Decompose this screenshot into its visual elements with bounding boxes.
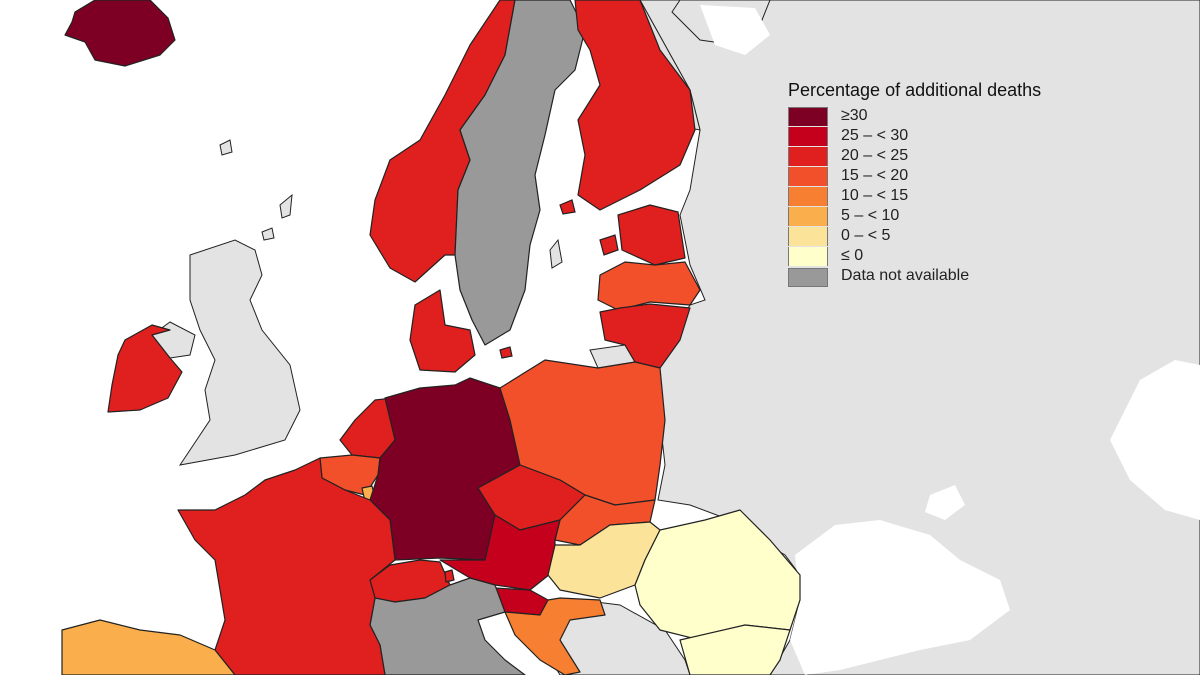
- legend-item: Data not available: [788, 266, 1108, 287]
- legend-swatch: [788, 106, 828, 126]
- country-denmark: [409, 289, 476, 373]
- country-bulgaria: [679, 624, 791, 675]
- shetland-islands: [279, 193, 293, 219]
- uk-land: [178, 239, 301, 466]
- legend-label: 0 – < 5: [841, 227, 891, 244]
- white-sea-gulf: [700, 5, 770, 55]
- legend-label: ≥30: [841, 107, 868, 124]
- country-ireland: [107, 324, 183, 413]
- country-liechtenstein: [444, 569, 455, 583]
- country-lithuania: [599, 303, 691, 369]
- sea-of-azov: [925, 485, 965, 520]
- country-iceland: [64, 0, 176, 67]
- country-france: [177, 457, 396, 675]
- legend-swatch: [788, 246, 828, 266]
- legend-label: 10 – < 15: [841, 187, 909, 204]
- legend-items: ≥30 25 – < 30 20 – < 25 15 – < 20 10 – < 15 5…: [788, 106, 1108, 287]
- country-latvia: [597, 261, 701, 311]
- caspian-sea: [1110, 360, 1200, 520]
- islands: [219, 139, 619, 359]
- orkney-islands: [261, 227, 275, 241]
- legend-label: 20 – < 25: [841, 147, 909, 164]
- country-finland: [574, 0, 696, 211]
- legend-label: 25 – < 30: [841, 127, 909, 144]
- legend-swatch: [788, 226, 828, 246]
- legend-swatch: [788, 268, 828, 287]
- legend-swatch: [788, 146, 828, 166]
- legend-label: 5 – < 10: [841, 207, 900, 224]
- legend-item: 5 – < 10: [788, 206, 1108, 226]
- country-sweden: [454, 0, 586, 346]
- legend-swatch: [788, 186, 828, 206]
- legend-title: Percentage of additional deaths: [788, 80, 1042, 100]
- legend: Percentage of additional deaths ≥30 25 – …: [788, 80, 1108, 287]
- legend-item: 25 – < 30: [788, 126, 1108, 146]
- bornholm-island: [499, 346, 513, 359]
- legend-item: 20 – < 25: [788, 146, 1108, 166]
- country-croatia: [504, 597, 606, 675]
- legend-label: ≤ 0: [841, 247, 864, 264]
- country-estonia: [617, 204, 686, 266]
- legend-label: Data not available: [841, 267, 970, 284]
- legend-swatch: [788, 126, 828, 146]
- legend-swatch: [788, 206, 828, 226]
- black-sea: [790, 520, 1010, 675]
- non-eu-land: [151, 0, 1200, 675]
- legend-item: 0 – < 5: [788, 226, 1108, 246]
- legend-label: 15 – < 20: [841, 167, 909, 184]
- legend-item: 10 – < 15: [788, 186, 1108, 206]
- saaremaa-island: [599, 234, 619, 256]
- aland-islands: [559, 199, 576, 215]
- country-spain: [61, 619, 236, 675]
- countries: [61, 0, 801, 675]
- legend-swatch: [788, 166, 828, 186]
- legend-item: 15 – < 20: [788, 166, 1108, 186]
- faroe-islands: [219, 139, 233, 156]
- gotland-island: [549, 238, 563, 269]
- legend-item: ≥30: [788, 106, 1108, 126]
- legend-item: ≤ 0: [788, 246, 1108, 266]
